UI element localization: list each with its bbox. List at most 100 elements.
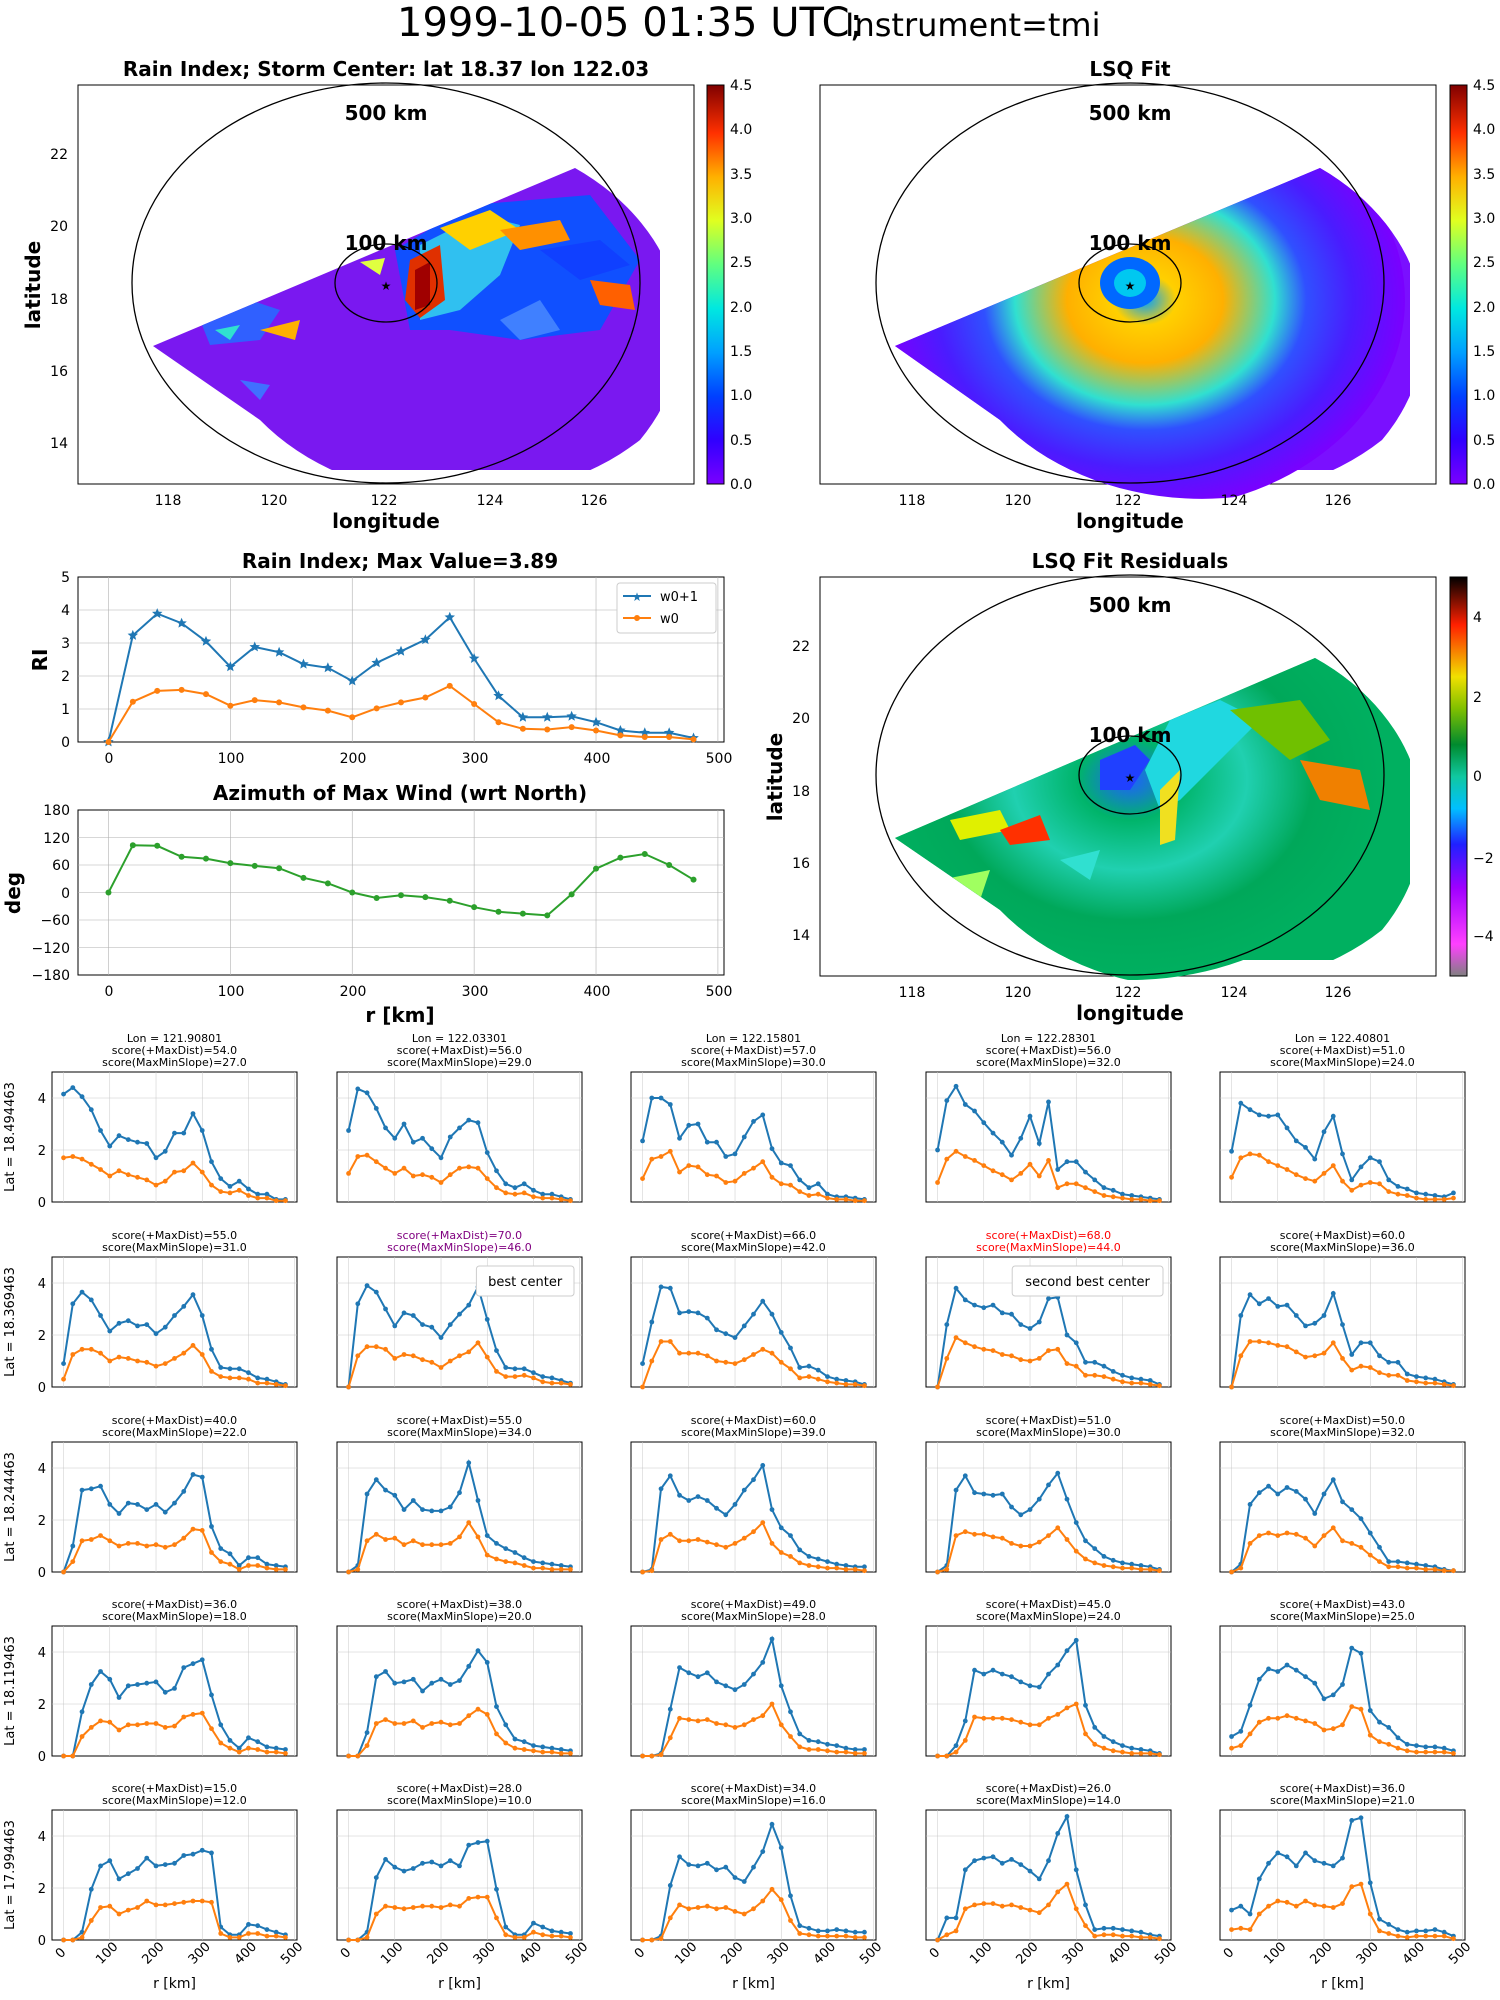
az-point bbox=[373, 895, 380, 901]
panel-point bbox=[862, 1568, 867, 1574]
panel-point bbox=[1404, 1186, 1410, 1192]
panel-point bbox=[218, 1176, 224, 1181]
panel-point bbox=[246, 1735, 251, 1741]
panel-point bbox=[1092, 1359, 1098, 1365]
panel-point bbox=[209, 1524, 214, 1529]
panel-point bbox=[218, 1365, 224, 1370]
profile-panel: score(MaxMinSlope)=30.0score(+MaxDist)=5… bbox=[630, 1032, 877, 1204]
panel-point bbox=[209, 1850, 214, 1856]
panel-point bbox=[1377, 1719, 1382, 1725]
panel-score-maxdist: score(+MaxDist)=51.0 bbox=[1280, 1044, 1405, 1057]
panel-point bbox=[466, 1117, 472, 1123]
panel-point bbox=[116, 1543, 122, 1549]
panel-point bbox=[79, 1734, 85, 1739]
panel-point bbox=[686, 1862, 692, 1867]
panel-point bbox=[1147, 1567, 1153, 1572]
panel-point bbox=[549, 1567, 555, 1572]
panel-point bbox=[1046, 1158, 1051, 1163]
panel-point bbox=[1064, 1537, 1070, 1542]
panel-point bbox=[531, 1920, 536, 1926]
panel-point bbox=[79, 1709, 85, 1715]
storm-center-star: ★ bbox=[381, 279, 392, 293]
panel-point bbox=[741, 1682, 747, 1687]
panel-point bbox=[125, 1907, 131, 1913]
panel-point bbox=[540, 1565, 546, 1571]
panel-point bbox=[1064, 1332, 1070, 1338]
panel-point bbox=[1358, 1516, 1364, 1522]
panel-point bbox=[1256, 1112, 1262, 1118]
panel-point bbox=[1009, 1717, 1014, 1722]
panel-point bbox=[1238, 1743, 1244, 1748]
panel-note: best center bbox=[488, 1275, 563, 1290]
panel-point bbox=[255, 1563, 261, 1568]
panel-xtick: 300 bbox=[1354, 1939, 1382, 1967]
ri-legend: ★ w0+1 w0 bbox=[616, 582, 717, 634]
panel-xtick: 0 bbox=[53, 1945, 69, 1961]
panel-point bbox=[1092, 1927, 1098, 1932]
panel-point bbox=[1432, 1376, 1438, 1382]
svg-text:300: 300 bbox=[462, 984, 489, 1000]
panel-lon-label: Lon = 122.28301 bbox=[1001, 1032, 1096, 1045]
panel-frame bbox=[51, 1071, 298, 1203]
panel-point bbox=[1404, 1929, 1410, 1935]
panel-point bbox=[686, 1670, 692, 1676]
panel-point bbox=[484, 1660, 490, 1665]
panel-point bbox=[1404, 1371, 1410, 1377]
ri-point bbox=[398, 699, 404, 706]
panel-point bbox=[1293, 1903, 1299, 1909]
panel-point bbox=[1046, 1902, 1051, 1908]
panel-point bbox=[475, 1840, 481, 1845]
panel-point bbox=[383, 1717, 388, 1722]
svg-text:0.0: 0.0 bbox=[730, 477, 752, 493]
panel-point bbox=[1275, 1112, 1281, 1118]
panel-point bbox=[438, 1676, 444, 1682]
panel-point bbox=[392, 1535, 398, 1541]
panel-score-maxdist: score(+MaxDist)=49.0 bbox=[691, 1598, 816, 1611]
panel-point bbox=[1340, 1356, 1345, 1361]
panel-point bbox=[227, 1184, 233, 1189]
panel-point bbox=[797, 1375, 803, 1381]
panel-point bbox=[843, 1197, 849, 1202]
panel-point bbox=[494, 1704, 499, 1709]
panel-point bbox=[1073, 1906, 1079, 1912]
panel-point bbox=[1036, 1319, 1042, 1325]
panel-point bbox=[1312, 1680, 1318, 1686]
ri-point bbox=[152, 608, 163, 619]
ri-point bbox=[249, 641, 260, 652]
panel-point bbox=[199, 1352, 205, 1357]
lsq-fit-map: LSQ Fit ★ 500 km 100 km 118 120 122 124 … bbox=[819, 57, 1495, 533]
panel-point bbox=[1432, 1749, 1438, 1755]
panel-point bbox=[1377, 1916, 1382, 1922]
ring-500km bbox=[131, 82, 641, 484]
panel-point bbox=[1303, 1535, 1308, 1541]
panel-point bbox=[392, 1905, 398, 1910]
panel-score-maxdist: score(+MaxDist)=26.0 bbox=[986, 1782, 1111, 1795]
panel-point bbox=[852, 1382, 858, 1387]
panel-point bbox=[521, 1181, 527, 1187]
panel-point bbox=[1423, 1567, 1429, 1572]
panel-point bbox=[1284, 1854, 1290, 1860]
panel-point bbox=[1367, 1732, 1373, 1738]
panel-point bbox=[264, 1376, 270, 1382]
panel-point bbox=[1256, 1876, 1262, 1882]
ri-point bbox=[468, 653, 480, 663]
panel-point bbox=[410, 1866, 416, 1871]
ri-point bbox=[227, 702, 234, 709]
panel-point bbox=[1120, 1372, 1125, 1378]
panel-point bbox=[1157, 1383, 1162, 1389]
panel-point bbox=[246, 1555, 251, 1561]
panel-point bbox=[1349, 1541, 1355, 1546]
panel-point bbox=[935, 1180, 940, 1185]
panel-point bbox=[531, 1187, 536, 1193]
panel-point bbox=[1073, 1867, 1079, 1873]
panel-point bbox=[364, 1152, 370, 1158]
panel-point bbox=[1293, 1313, 1299, 1318]
panel-point bbox=[1009, 1353, 1014, 1359]
panel-point bbox=[1395, 1933, 1401, 1939]
profile-panel: score(MaxMinSlope)=28.0score(+MaxDist)=4… bbox=[630, 1598, 877, 1759]
panel-point bbox=[1395, 1735, 1401, 1741]
panel-frame bbox=[51, 1256, 298, 1388]
panel-point bbox=[1284, 1713, 1290, 1719]
panel-point bbox=[834, 1376, 840, 1382]
panel-point bbox=[972, 1158, 977, 1163]
